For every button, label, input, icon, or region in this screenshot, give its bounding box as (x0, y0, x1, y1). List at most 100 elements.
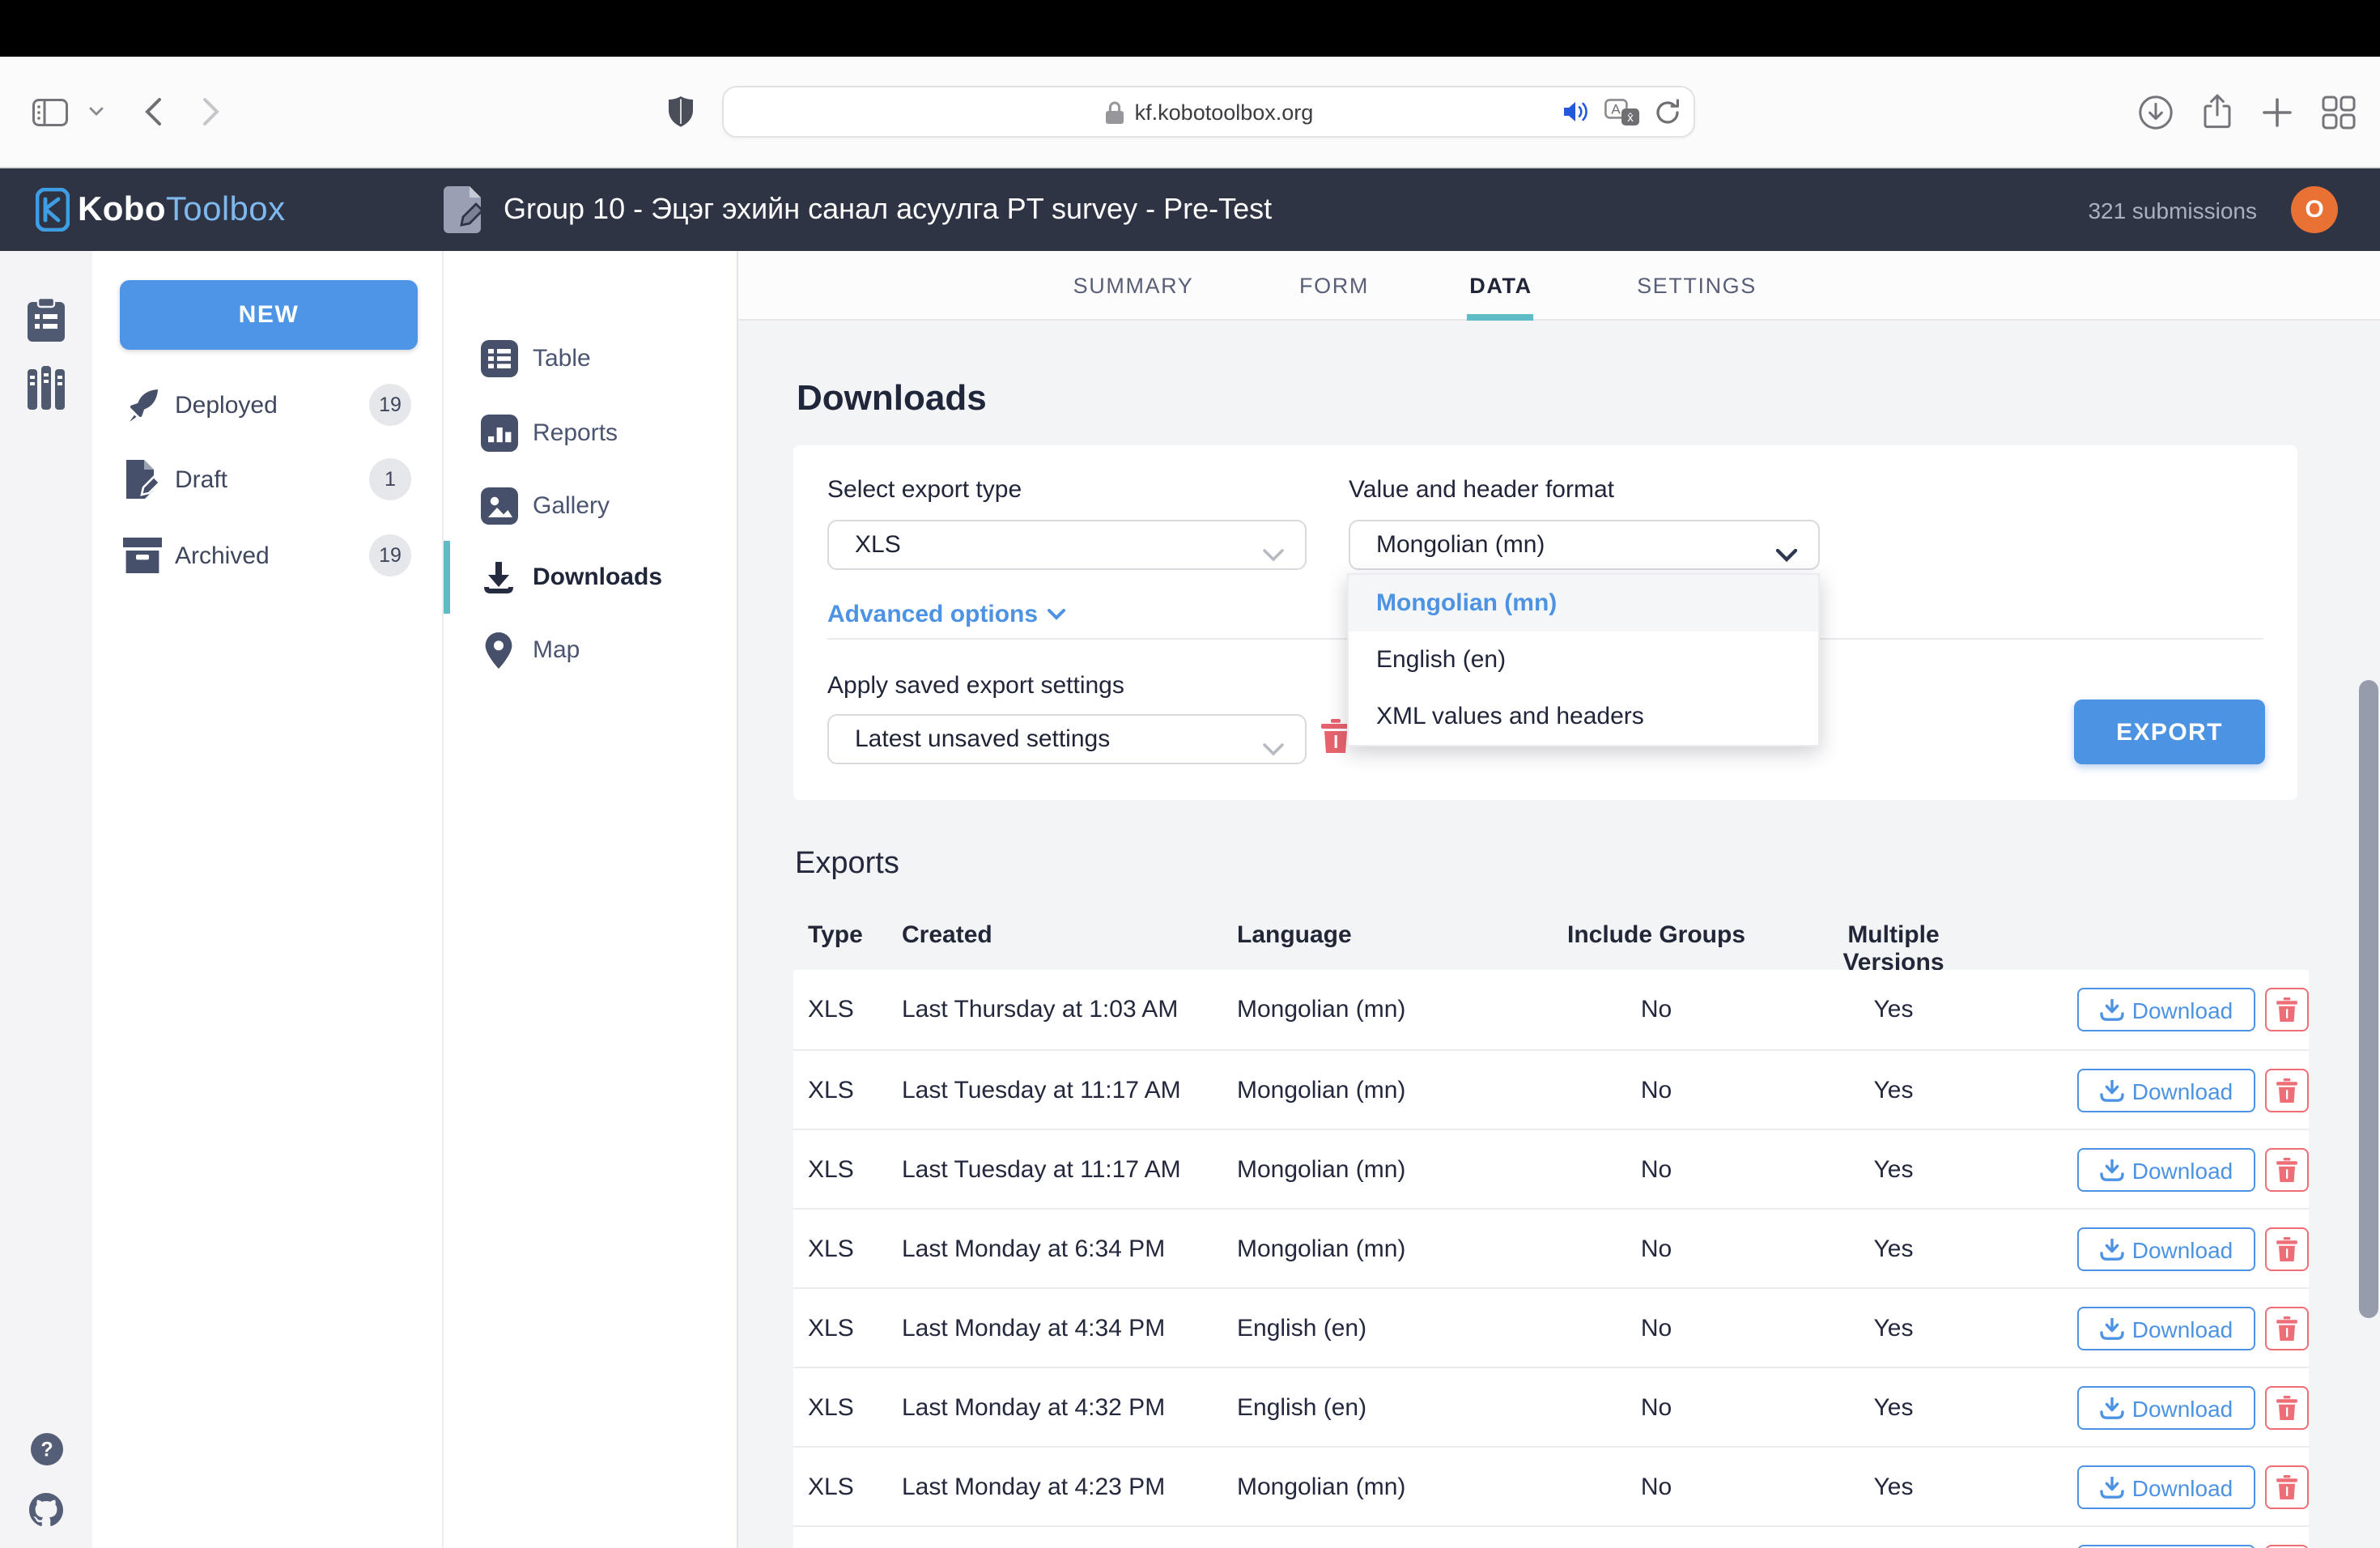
translate-icon[interactable]: Ax̂ (1604, 98, 1640, 125)
sidebar-panel-icon (32, 98, 68, 125)
tab-bar: SUMMARY FORM DATA SETTINGS (738, 251, 2380, 321)
download-icon (2100, 1159, 2124, 1180)
trash-icon (2276, 1078, 2297, 1103)
cell-created: Last Monday at 4:34 PM (902, 1315, 1166, 1342)
download-label: Download (2131, 1078, 2233, 1104)
kobo-logo-icon (36, 188, 70, 232)
cell-multiple-versions: Yes (1873, 1315, 1914, 1342)
export-row: XLS Last Monday at 4:23 PM Mongolian (mn… (793, 1446, 2309, 1525)
export-type-select[interactable]: XLS (827, 520, 1307, 570)
download-icon (2100, 1397, 2124, 1418)
tab-overview-button[interactable] (2320, 57, 2356, 167)
delete-export-button[interactable] (2265, 1465, 2309, 1509)
nav-item-downloads[interactable]: Downloads (444, 541, 738, 614)
sidebar-item-deployed[interactable]: Deployed 19 (92, 369, 444, 440)
share-button[interactable] (2199, 57, 2234, 167)
nav-item-map[interactable]: Map (444, 614, 738, 687)
archive-box-icon (123, 538, 162, 573)
new-tab-button[interactable] (2259, 57, 2294, 167)
delete-export-button[interactable] (2265, 1227, 2309, 1271)
tab-form[interactable]: FORM (1299, 273, 1369, 297)
download-label: Download (2131, 1474, 2233, 1500)
delete-export-button[interactable] (2265, 1386, 2309, 1430)
cell-multiple-versions: Yes (1873, 1394, 1914, 1422)
download-button[interactable]: Download (2077, 988, 2255, 1031)
saved-settings-value: Latest unsaved settings (855, 725, 1111, 753)
download-button[interactable]: Download (2077, 1307, 2255, 1350)
cell-language: Mongolian (mn) (1237, 1156, 1406, 1184)
download-icon (2100, 1079, 2124, 1101)
new-project-button[interactable]: NEW (120, 280, 418, 350)
advanced-options-toggle[interactable]: Advanced options (827, 601, 1066, 628)
menu-option-english[interactable]: English (en) (1376, 646, 1507, 674)
kobotoolbox-logo[interactable]: KoboToolbox (36, 168, 286, 251)
cell-multiple-versions: Yes (1873, 996, 1914, 1023)
project-file-icon (442, 185, 489, 243)
back-button[interactable] (136, 57, 168, 167)
scrollbar-thumb[interactable] (2359, 680, 2378, 1318)
download-button[interactable]: Download (2077, 1227, 2255, 1271)
help-button[interactable]: ? (0, 1433, 92, 1465)
chevron-down-icon (1263, 735, 1284, 764)
nav-item-gallery[interactable]: Gallery (444, 470, 738, 542)
svg-text:x̂: x̂ (1627, 110, 1634, 124)
sidebar-item-archived[interactable]: Archived 19 (92, 520, 444, 591)
column-header-language: Language (1237, 921, 1352, 949)
download-icon (478, 558, 520, 597)
delete-export-button[interactable] (2265, 1069, 2309, 1112)
sidebar-item-label: Deployed (175, 391, 278, 419)
download-button[interactable]: Download (2077, 1148, 2255, 1192)
trash-icon (2276, 1158, 2297, 1182)
sidebar-toggle-chevron[interactable] (84, 57, 107, 167)
app-body: ? NEW Deployed 19 Draft 1 (0, 251, 2380, 1548)
delete-export-button[interactable] (2265, 988, 2309, 1031)
delete-export-button[interactable] (2265, 1148, 2309, 1192)
cell-type: XLS (808, 1315, 854, 1342)
projects-rail-button[interactable] (0, 298, 92, 342)
menu-option-mongolian[interactable]: Mongolian (mn) (1349, 575, 1818, 632)
download-button[interactable]: Download (2077, 1386, 2255, 1430)
download-button[interactable]: Download (2077, 1465, 2255, 1509)
download-button[interactable]: Download (2077, 1069, 2255, 1112)
tab-data[interactable]: DATA (1469, 273, 1532, 297)
tab-summary[interactable]: SUMMARY (1073, 273, 1194, 297)
delete-settings-button[interactable] (1321, 719, 1350, 761)
export-row: XLS Last Thursday at 1:03 AM Mongolian (… (793, 970, 2309, 1049)
format-select[interactable]: Mongolian (mn) (1349, 520, 1820, 570)
active-tab-indicator (1467, 314, 1533, 321)
export-type-value: XLS (855, 531, 901, 559)
delete-export-button[interactable] (2265, 1307, 2309, 1350)
tab-settings[interactable]: SETTINGS (1637, 273, 1757, 297)
saved-settings-select[interactable]: Latest unsaved settings (827, 714, 1307, 764)
privacy-shield-button[interactable] (661, 57, 699, 167)
cell-type: XLS (808, 1474, 854, 1501)
menu-option-xml[interactable]: XML values and headers (1376, 703, 1644, 730)
download-button[interactable]: Download (2077, 1545, 2255, 1548)
cell-language: Mongolian (mn) (1237, 1077, 1406, 1104)
nav-item-label: Downloads (533, 563, 663, 591)
library-rail-button[interactable] (0, 366, 92, 410)
user-avatar[interactable]: O (2291, 186, 2338, 233)
cell-multiple-versions: Yes (1873, 1474, 1914, 1501)
reload-icon[interactable] (1655, 98, 1681, 125)
delete-export-button[interactable] (2265, 1545, 2309, 1548)
sidebar-toggle-button[interactable] (26, 57, 74, 167)
github-button[interactable] (0, 1493, 92, 1527)
speaker-icon[interactable] (1562, 100, 1590, 123)
nav-item-table[interactable]: Table (444, 322, 738, 395)
cell-type: XLS (808, 1394, 854, 1422)
sidebar-item-draft[interactable]: Draft 1 (92, 444, 444, 515)
trash-icon (2276, 997, 2297, 1022)
cell-language: Mongolian (mn) (1237, 1235, 1406, 1263)
cell-language: Mongolian (mn) (1237, 1474, 1406, 1501)
export-button[interactable]: EXPORT (2074, 700, 2265, 764)
downloads-browser-button[interactable] (2137, 57, 2173, 167)
forward-button[interactable] (194, 57, 227, 167)
nav-item-reports[interactable]: Reports (444, 397, 738, 470)
format-value: Mongolian (mn) (1376, 531, 1545, 559)
column-header-multiple-versions: Multiple Versions (1842, 921, 1944, 976)
table-icon (478, 340, 520, 377)
project-title: Group 10 - Эцэг эхийн санал асуулга PT s… (504, 193, 1273, 225)
download-icon (2100, 1238, 2124, 1260)
